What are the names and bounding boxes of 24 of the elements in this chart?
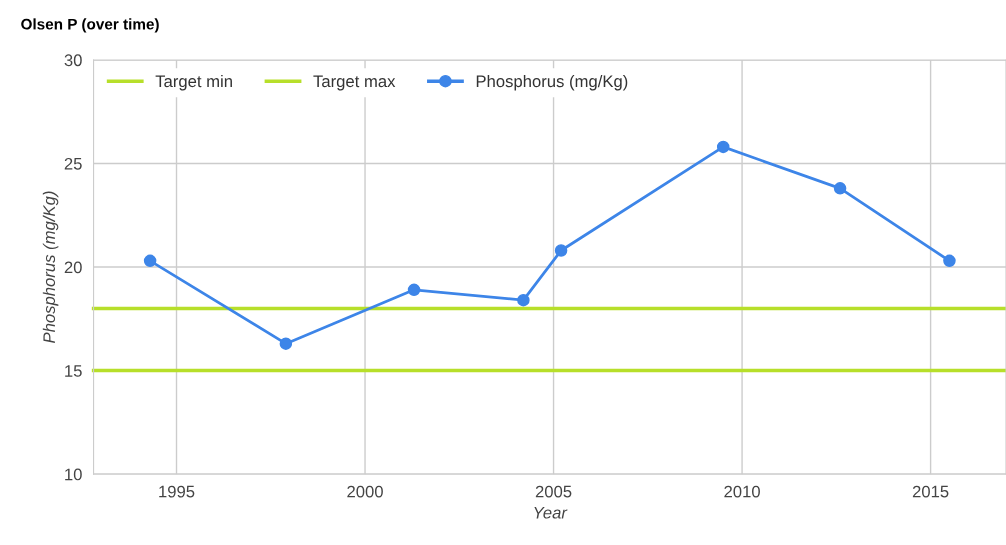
y-tick-label: 30 bbox=[64, 54, 82, 67]
point bbox=[943, 254, 956, 268]
y-tick-label: 15 bbox=[65, 365, 82, 377]
point bbox=[143, 254, 157, 268]
x-axis-title: Year bbox=[534, 506, 568, 519]
x-tick-label: 2010 bbox=[724, 485, 760, 498]
y-tick-label: 20 bbox=[64, 261, 82, 274]
point bbox=[554, 244, 568, 257]
point bbox=[407, 283, 421, 297]
legend-label: Target max bbox=[313, 75, 396, 91]
x-tick-label: 2000 bbox=[347, 485, 383, 498]
x-tick-label: 1995 bbox=[159, 485, 195, 498]
x-tick-label: 2015 bbox=[912, 485, 949, 498]
legend-label: Target min bbox=[155, 74, 232, 91]
y-tick-label: 25 bbox=[64, 157, 82, 170]
chart-title: Olsen P (over time) bbox=[21, 18, 159, 33]
x-tick-label: 2005 bbox=[535, 485, 572, 498]
y-axis-title: Phosphorus (mg/Kg) bbox=[42, 191, 59, 343]
point bbox=[517, 293, 530, 307]
point bbox=[716, 140, 730, 154]
legend-label: Phosphorus (mg/Kg) bbox=[476, 74, 628, 91]
point bbox=[833, 182, 847, 195]
y-tick-label: 10 bbox=[65, 468, 82, 481]
point bbox=[279, 337, 293, 350]
